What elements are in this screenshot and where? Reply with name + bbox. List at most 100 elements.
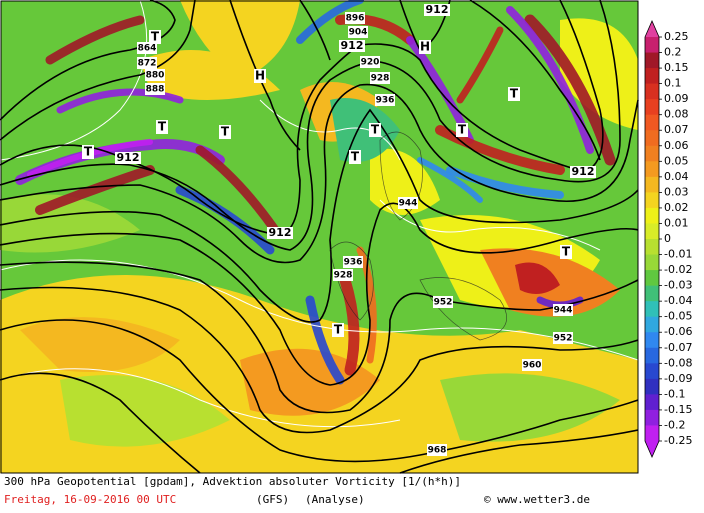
contour-label: 896 bbox=[346, 14, 365, 24]
center-box bbox=[560, 245, 572, 259]
zero-line bbox=[259, 99, 401, 161]
contour-label-box bbox=[115, 152, 141, 164]
contour-label: 928 bbox=[371, 74, 390, 84]
color-bar-segment bbox=[645, 239, 659, 256]
color-bar-label: -0.08 bbox=[664, 356, 692, 369]
color-bar-top-arrow bbox=[645, 21, 659, 37]
color-bar-bottom-arrow bbox=[645, 441, 659, 457]
center-box bbox=[456, 123, 468, 137]
color-bar-segment bbox=[645, 409, 659, 426]
vorticity-streak bbox=[35, 165, 155, 215]
contour-label-box bbox=[345, 12, 365, 24]
zero-line bbox=[379, 199, 601, 251]
color-bar-segment bbox=[645, 99, 659, 116]
color-bar-segment bbox=[645, 83, 659, 100]
color-bar-label: 0.2 bbox=[664, 46, 682, 59]
contour-label: 928 bbox=[334, 271, 353, 281]
color-bar-label: 0.05 bbox=[664, 154, 689, 167]
zero-line bbox=[0, 259, 639, 361]
color-bar-segment bbox=[645, 378, 659, 395]
pressure-center: T bbox=[221, 125, 230, 139]
color-bar-segment bbox=[645, 145, 659, 162]
contour-label-box bbox=[427, 444, 447, 456]
caption-model: (GFS) bbox=[256, 493, 289, 506]
color-bar-label: 0.03 bbox=[664, 185, 689, 198]
vorticity-streak bbox=[435, 125, 565, 175]
contour-label: 952 bbox=[554, 334, 573, 344]
pressure-center: T bbox=[371, 123, 380, 137]
vorticity-area bbox=[140, 50, 280, 100]
vorticity-streak bbox=[56, 88, 184, 114]
pressure-center: T bbox=[510, 87, 519, 101]
caption: 300 hPa Geopotential [gpdam], Advektion … bbox=[4, 475, 590, 506]
geopotential-contour bbox=[469, 0, 601, 161]
contour-label: 888 bbox=[146, 85, 165, 95]
color-bar-segment bbox=[645, 347, 659, 364]
pressure-center: T bbox=[458, 123, 467, 137]
color-bar-label: 0.15 bbox=[664, 61, 689, 74]
contour-label: 960 bbox=[523, 361, 542, 371]
center-box bbox=[369, 123, 381, 137]
center-box bbox=[219, 125, 231, 139]
color-bar-segment bbox=[645, 285, 659, 302]
geopotential-contour bbox=[229, 0, 301, 151]
color-bar-label: 0.1 bbox=[664, 77, 682, 90]
color-bar-label: 0.06 bbox=[664, 139, 689, 152]
geopotential-contour bbox=[0, 319, 639, 463]
contour-label: 968 bbox=[428, 446, 447, 456]
pressure-center: T bbox=[151, 30, 160, 44]
color-bar-label: 0.01 bbox=[664, 216, 689, 229]
geopotential-contour bbox=[0, 286, 639, 434]
color-bar-label: -0.09 bbox=[664, 372, 692, 385]
vorticity-area bbox=[20, 317, 180, 372]
contour-label-box bbox=[570, 166, 596, 178]
contour-label: 864 bbox=[138, 44, 157, 54]
color-bar-label: -0.2 bbox=[664, 418, 685, 431]
caption-credit: © www.wetter3.de bbox=[484, 493, 590, 506]
map-area: 8648728808888969049129209289369449529609… bbox=[0, 0, 639, 474]
color-bar-label: -0.03 bbox=[664, 279, 692, 292]
vorticity-streak bbox=[417, 157, 483, 203]
color-bar-label: -0.01 bbox=[664, 248, 692, 261]
color-bar-segment bbox=[645, 114, 659, 131]
color-bar-label: -0.02 bbox=[664, 263, 692, 276]
color-bar-segment bbox=[645, 130, 659, 147]
color-bar-segment bbox=[645, 332, 659, 349]
contour-label-box bbox=[137, 42, 157, 54]
contour-label-box bbox=[398, 197, 418, 209]
contour-label-box bbox=[145, 69, 165, 81]
color-bar-segment bbox=[645, 161, 659, 178]
pressure-center: H bbox=[420, 40, 430, 54]
map-frame bbox=[0, 0, 639, 474]
vorticity-area bbox=[440, 373, 620, 442]
center-box bbox=[349, 150, 361, 164]
color-bar-segment bbox=[645, 363, 659, 380]
contour-label-box bbox=[553, 332, 573, 344]
color-bar-label: -0.1 bbox=[664, 387, 685, 400]
contour-label-box bbox=[424, 4, 450, 16]
color-bar-segment bbox=[645, 192, 659, 209]
contour-label: 912 bbox=[117, 151, 140, 164]
pressure-center: T bbox=[334, 323, 343, 337]
vorticity-area bbox=[180, 0, 300, 80]
contour-label-box bbox=[339, 40, 365, 52]
color-bar-label: -0.25 bbox=[664, 434, 692, 447]
center-box bbox=[82, 145, 94, 159]
geopotential-contour bbox=[0, 0, 196, 141]
contour-label: 952 bbox=[434, 298, 453, 308]
contour-label-box bbox=[370, 72, 390, 84]
contour-label: 912 bbox=[341, 39, 364, 52]
pressure-center: T bbox=[158, 120, 167, 134]
color-bar-label: -0.05 bbox=[664, 310, 692, 323]
color-bar-segment bbox=[645, 207, 659, 224]
pressure-center: T bbox=[562, 245, 571, 259]
zero-line bbox=[0, 0, 148, 161]
color-bar-label: -0.07 bbox=[664, 341, 692, 354]
geopotential-contour bbox=[0, 261, 639, 414]
contour-label: 912 bbox=[426, 3, 449, 16]
color-bar-label: 0.08 bbox=[664, 108, 689, 121]
geopotential-contour bbox=[0, 0, 621, 251]
color-bar-segment bbox=[645, 176, 659, 193]
vorticity-streak bbox=[356, 246, 377, 364]
center-box bbox=[332, 323, 344, 337]
